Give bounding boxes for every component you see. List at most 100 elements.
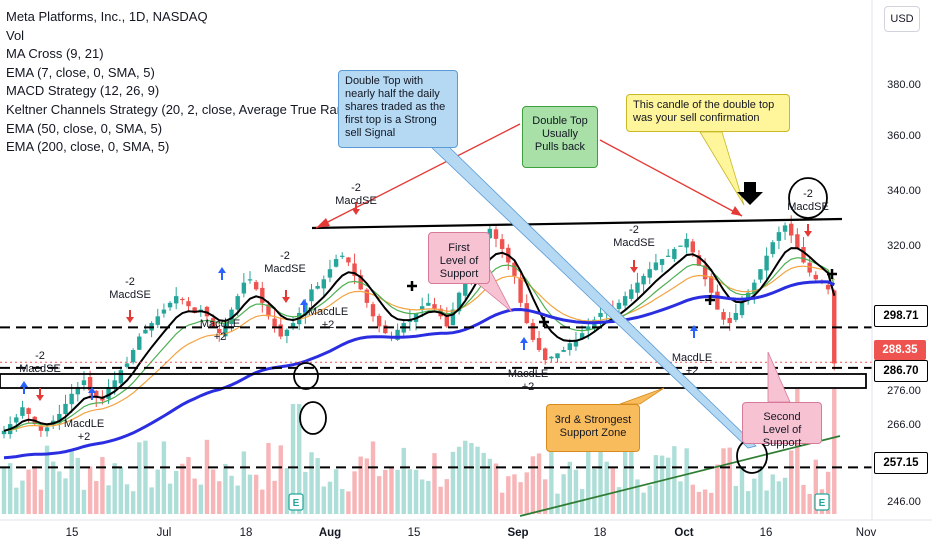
volume-bar bbox=[370, 441, 376, 514]
volume-bar bbox=[26, 469, 31, 514]
earnings-badge-icon bbox=[814, 493, 830, 511]
volume-bar bbox=[776, 481, 782, 514]
candle-body bbox=[499, 239, 505, 249]
candle-body bbox=[370, 304, 376, 317]
candle-body bbox=[518, 277, 523, 303]
volume-bar bbox=[444, 479, 449, 514]
callout-tail bbox=[767, 351, 791, 403]
le-arrow-head bbox=[20, 381, 28, 387]
macd-le-signal: MacdLE +2 bbox=[307, 306, 349, 331]
x-tick-label: 18 bbox=[593, 527, 607, 539]
candle-body bbox=[666, 255, 671, 257]
pulls-back-callout[interactable]: Double Top Usually Pulls back bbox=[522, 106, 598, 168]
volume-bar bbox=[555, 493, 560, 514]
volume-bar bbox=[475, 446, 480, 514]
volume-bar bbox=[217, 481, 222, 514]
top-arrow bbox=[315, 123, 521, 229]
candle-body bbox=[813, 274, 818, 280]
volume-bar bbox=[764, 490, 769, 514]
y-tick-label: 276.00 bbox=[887, 385, 921, 397]
volume-bar bbox=[81, 489, 87, 514]
x-tick-label: 15 bbox=[407, 527, 421, 539]
candle-body bbox=[733, 312, 739, 320]
volume-bar bbox=[192, 478, 197, 514]
level-label-257: 257.15 bbox=[874, 452, 928, 474]
se-arrow-head bbox=[804, 231, 812, 237]
candle-body bbox=[217, 328, 222, 334]
indicator-vol[interactable]: Vol bbox=[6, 27, 25, 43]
volume-bar bbox=[592, 468, 597, 514]
volume-bar bbox=[63, 478, 68, 514]
candle-body bbox=[340, 255, 345, 257]
volume-bar bbox=[604, 461, 609, 514]
volume-bar bbox=[358, 456, 363, 514]
indicator-keltner[interactable]: Keltner Channels Strategy (20, 2, close,… bbox=[6, 101, 385, 117]
indicator-ma-cross[interactable]: MA Cross (9, 21) bbox=[6, 46, 104, 62]
volume-bar bbox=[420, 479, 425, 514]
le-arrow-head bbox=[88, 387, 96, 393]
volume-bar bbox=[235, 485, 240, 514]
y-tick-label: 340.00 bbox=[887, 185, 921, 197]
callout-tail bbox=[619, 387, 665, 405]
indicator-macd[interactable]: MACD Strategy (12, 26, 9) bbox=[6, 83, 160, 99]
candle-body bbox=[284, 329, 290, 336]
volume-bar bbox=[659, 455, 665, 514]
keltner-middle-line bbox=[3, 265, 835, 432]
volume-bar bbox=[561, 474, 566, 514]
candle-body bbox=[290, 323, 296, 327]
volume-bar bbox=[789, 450, 794, 514]
indicator-ema7[interactable]: EMA (7, close, 0, SMA, 5) bbox=[6, 64, 155, 80]
volume-bar bbox=[376, 476, 382, 514]
candle-body bbox=[309, 289, 314, 302]
candle-body bbox=[69, 393, 74, 405]
candle-body bbox=[383, 325, 388, 334]
macd-le-signal: MacdLE +2 bbox=[671, 352, 713, 377]
indicator-ema200[interactable]: EMA (200, close, 0, SMA, 5) bbox=[6, 139, 170, 155]
top-arrow-head bbox=[316, 218, 330, 228]
x-tick-label: Nov bbox=[855, 527, 877, 539]
volume-bar bbox=[752, 478, 757, 514]
candle-body bbox=[395, 329, 400, 340]
candle-body bbox=[14, 417, 19, 423]
chart-title[interactable]: Meta Platforms, Inc., 1D, NASDAQ bbox=[6, 9, 208, 24]
volume-bar bbox=[149, 487, 154, 514]
candle-body bbox=[210, 318, 216, 327]
candle-body bbox=[75, 387, 80, 395]
candle-body bbox=[555, 353, 560, 359]
volume-bar bbox=[647, 485, 652, 514]
volume-bar bbox=[567, 461, 572, 514]
candle-body bbox=[253, 282, 259, 290]
candle-body bbox=[456, 292, 462, 312]
double-top-callout[interactable]: Double Top with nearly half the daily sh… bbox=[338, 70, 458, 148]
volume-bar bbox=[309, 452, 314, 514]
candle-body bbox=[629, 289, 634, 299]
candle-body bbox=[567, 343, 572, 351]
currency-button[interactable]: USD bbox=[884, 6, 920, 32]
candle-body bbox=[579, 333, 585, 339]
sell-confirmation-callout[interactable]: This candle of the double top was your s… bbox=[626, 94, 790, 132]
second-support-callout[interactable]: Second Level of Support bbox=[742, 402, 822, 449]
candle-body bbox=[795, 234, 800, 249]
ma-cross-line bbox=[3, 257, 835, 432]
candle-body bbox=[81, 380, 87, 386]
candle-body bbox=[709, 276, 714, 293]
candle-body bbox=[444, 313, 449, 327]
candle-body bbox=[161, 309, 167, 314]
candle-body bbox=[426, 302, 431, 306]
volume-bar bbox=[463, 440, 468, 514]
volume-bar bbox=[75, 457, 80, 514]
volume-bar bbox=[733, 485, 739, 514]
volume-bar bbox=[32, 466, 37, 514]
indicator-ema50[interactable]: EMA (50, close, 0, SMA, 5) bbox=[6, 120, 163, 136]
volume-bar bbox=[143, 440, 148, 514]
candle-body bbox=[186, 301, 191, 307]
candle-body bbox=[1, 430, 7, 435]
first-support-callout[interactable]: First Level of Support bbox=[428, 232, 490, 284]
strongest-support-callout[interactable]: 3rd & Strongest Support Zone bbox=[546, 404, 640, 452]
candle-body bbox=[782, 225, 788, 232]
candle-body bbox=[586, 326, 591, 331]
volume-bar bbox=[389, 466, 394, 514]
volume-bar bbox=[272, 480, 277, 514]
volume-bar bbox=[825, 471, 831, 514]
